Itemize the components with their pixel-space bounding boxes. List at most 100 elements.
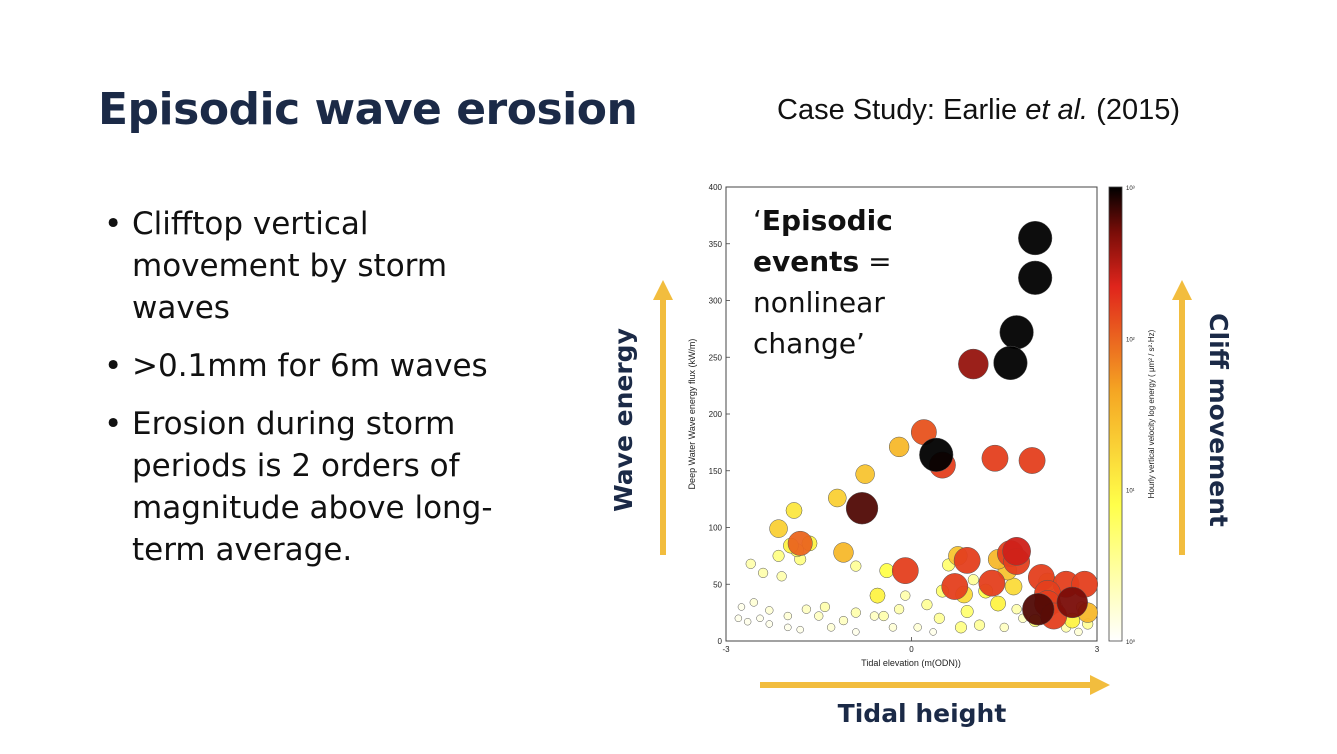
scatter-point — [913, 623, 922, 632]
colorbar-tick-label: 10² — [1126, 337, 1135, 343]
colorbar-tick-label: 10³ — [1126, 186, 1135, 192]
scatter-point — [999, 315, 1034, 350]
scatter-point — [891, 557, 919, 585]
scatter-point — [954, 621, 967, 634]
scatter-point — [958, 348, 989, 380]
scatter-point — [878, 610, 889, 622]
scatter-point — [900, 590, 911, 601]
scatter-point — [1074, 627, 1083, 637]
case-study-prefix: Case Study: Earlie — [777, 94, 1026, 126]
x-tick-label: 0 — [909, 645, 914, 654]
scatter-point — [879, 563, 895, 579]
scatter-point — [796, 625, 804, 634]
scatter-point — [845, 492, 879, 525]
scatter-point — [967, 574, 979, 586]
scatter-point — [801, 604, 812, 614]
scatter-point — [787, 530, 813, 556]
scatter-point — [734, 614, 743, 623]
scatter-point — [921, 599, 933, 611]
scatter-point — [1056, 586, 1088, 619]
tidal-height-arrowhead — [1090, 675, 1110, 695]
scatter-point — [783, 611, 793, 621]
scatter-point — [919, 437, 954, 472]
colorbar — [1108, 186, 1123, 642]
y-axis-label: Deep Water Wave energy flux (kW/m) — [687, 339, 697, 490]
bullet-list: Clifftop vertical movement by storm wave… — [104, 203, 544, 587]
scatter-point — [973, 619, 986, 631]
scatter-point — [785, 502, 803, 519]
scatter-point — [772, 549, 785, 562]
annotation-equals: = — [859, 245, 892, 278]
annotation-change: change’ — [753, 327, 865, 360]
scatter-point — [1018, 447, 1046, 474]
colorbar-tick-label: 10¹ — [1126, 489, 1135, 495]
scatter-point — [743, 617, 752, 626]
scatter-point — [756, 614, 764, 623]
y-tick-label: 50 — [713, 580, 722, 589]
bullet-item: >0.1mm for 6m waves — [104, 345, 544, 387]
scatter-point — [869, 587, 886, 604]
x-tick-label: -3 — [722, 645, 730, 654]
scatter-chart: Wave energy Cliff movement Tidal height … — [609, 183, 1233, 728]
colorbar-tick-label: 10⁰ — [1126, 639, 1136, 646]
scatter-point — [828, 488, 847, 508]
case-study-suffix: (2015) — [1088, 94, 1180, 126]
cliff-movement-arrowhead — [1172, 280, 1192, 300]
scatter-point — [850, 607, 861, 618]
annotation-open-quote: ‘ — [753, 204, 762, 237]
wave-energy-label: Wave energy — [609, 328, 638, 512]
scatter-point — [894, 604, 905, 615]
scatter-point — [819, 601, 831, 613]
scatter-point — [941, 573, 969, 600]
scatter-point — [852, 628, 860, 636]
scatter-point — [960, 605, 974, 618]
scatter-point — [826, 623, 836, 632]
annotation-bold-events: events — [753, 245, 860, 278]
y-tick-label: 100 — [709, 524, 723, 533]
case-study-citation: Case Study: Earlie et al. (2015) — [777, 94, 1180, 127]
scatter-point — [999, 622, 1009, 633]
scatter-point — [981, 444, 1009, 472]
cliff-movement-label: Cliff movement — [1204, 313, 1233, 527]
scatter-point — [1002, 537, 1031, 566]
scatter-point — [737, 603, 746, 611]
scatter-point — [769, 519, 788, 538]
chart-area: Wave energy Cliff movement Tidal height … — [600, 160, 1280, 740]
scatter-point — [953, 547, 981, 574]
wave-energy-arrowhead — [653, 280, 673, 300]
scatter-point — [814, 611, 824, 621]
y-tick-label: 150 — [709, 467, 723, 476]
slide-title: Episodic wave erosion — [98, 84, 638, 135]
scatter-point — [869, 611, 880, 621]
scatter-point — [758, 567, 769, 578]
scatter-point — [784, 623, 792, 632]
scatter-point — [990, 595, 1006, 612]
tidal-height-label: Tidal height — [838, 699, 1007, 728]
annotation-bold-episodic: Episodic — [761, 204, 893, 237]
colorbar-label: Hourly vertical velocity log energy ( μm… — [1147, 329, 1156, 498]
bullet-item: Clifftop vertical movement by storm wave… — [104, 203, 544, 329]
scatter-point — [855, 464, 875, 484]
scatter-point — [888, 436, 910, 458]
scatter-point — [1011, 604, 1022, 615]
scatter-point — [933, 612, 945, 624]
scatter-point — [993, 345, 1028, 380]
y-tick-label: 250 — [709, 353, 723, 362]
y-tick-label: 400 — [709, 183, 723, 192]
scatter-point — [838, 615, 849, 626]
scatter-point — [888, 623, 898, 632]
scatter-point — [833, 542, 854, 563]
y-tick-label: 350 — [709, 240, 723, 249]
scatter-point — [850, 560, 862, 572]
scatter-point — [1018, 221, 1053, 256]
scatter-point — [765, 620, 773, 628]
scatter-point — [1022, 593, 1055, 626]
scatter-point — [1018, 260, 1053, 295]
scatter-point — [776, 571, 787, 582]
scatter-point — [1004, 577, 1023, 596]
scatter-point — [749, 598, 758, 607]
scatter-point — [765, 606, 774, 615]
x-axis-label: Tidal elevation (m(ODN)) — [861, 658, 961, 668]
y-tick-label: 0 — [718, 637, 723, 646]
episodic-annotation: ‘Episodic events = nonlinear change’ — [753, 200, 893, 364]
